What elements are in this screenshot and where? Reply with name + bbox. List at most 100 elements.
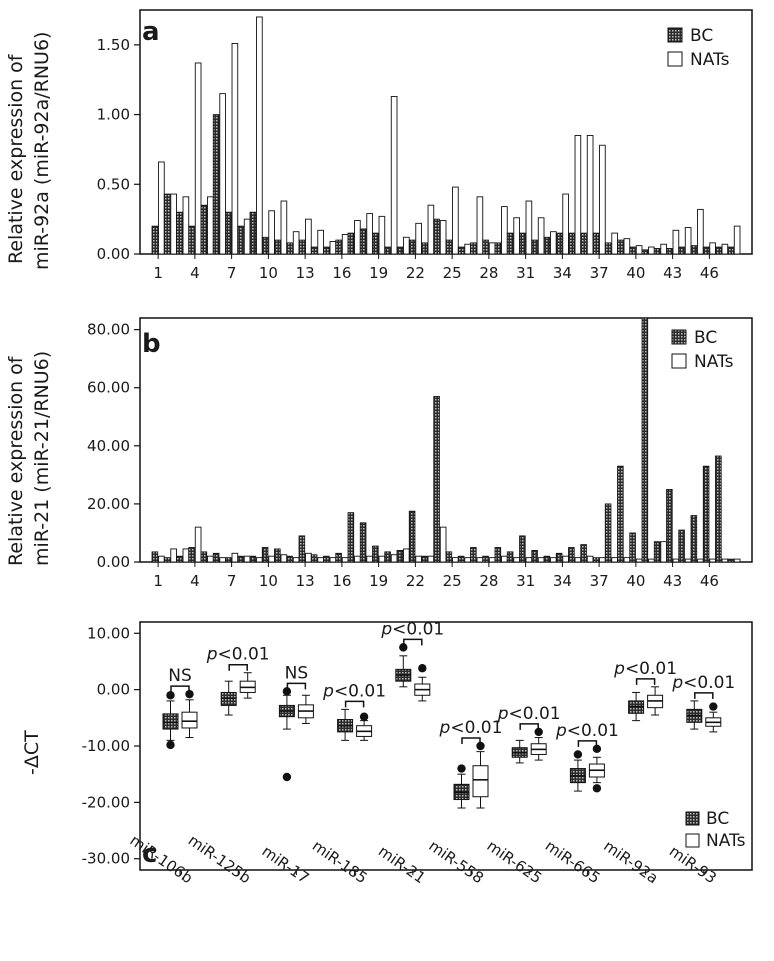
p-value-text: <0.01: [334, 681, 386, 701]
bar-bc: [506, 551, 514, 563]
x-tick-label: 43: [663, 572, 682, 590]
bar-nats: [354, 220, 361, 255]
x-tick-label: 10: [259, 572, 278, 590]
bar-bc: [457, 246, 465, 255]
x-tick-label: 28: [479, 572, 498, 590]
legend-label-nats: NATs: [706, 831, 746, 851]
bar-nats: [292, 231, 300, 255]
bar-nats: [243, 218, 251, 255]
bar-nats: [672, 558, 680, 563]
box-outlier: [573, 750, 583, 759]
bar-nats: [709, 558, 716, 563]
bar-nats: [170, 193, 177, 255]
bar-nats: [390, 554, 398, 563]
legend-label-bc: BC: [694, 328, 717, 348]
bar-bc: [212, 552, 220, 563]
bar-bc: [225, 557, 232, 563]
bar-nats: [488, 557, 496, 563]
legend-label-nats: NATs: [694, 352, 734, 372]
bar-nats: [733, 225, 741, 255]
bar-bc: [702, 246, 710, 255]
y-tick-label: -20.00: [82, 793, 130, 811]
bar-nats: [182, 196, 190, 255]
p-value-label: p<0.01: [322, 681, 386, 701]
p-value-label: NS: [285, 663, 309, 683]
bar-bc: [568, 547, 575, 563]
bar-bc: [506, 232, 514, 255]
bar-nats: [341, 234, 349, 255]
bar-nats: [684, 227, 692, 255]
bar-bc: [372, 232, 379, 255]
panel-b-letter: b: [142, 329, 161, 359]
box-body-bc: [220, 691, 237, 706]
bar-nats: [231, 552, 239, 563]
bar-nats: [280, 200, 288, 255]
significance-bracket: [519, 723, 539, 730]
legend-label-bc: BC: [706, 809, 729, 829]
significance-bracket: [403, 638, 423, 646]
bar-bc: [519, 535, 526, 563]
bar-nats: [648, 246, 655, 255]
x-tick-label: 34: [553, 264, 572, 282]
x-category-label: miR-558: [425, 837, 487, 888]
x-category-label: miR-21: [375, 842, 429, 887]
bar-nats: [586, 555, 594, 563]
bar-nats: [427, 555, 435, 563]
significance-bracket: [577, 740, 598, 747]
p-value-label: p<0.01: [439, 718, 503, 738]
x-tick-label: 10: [259, 264, 278, 282]
panel-a-ylabel-line1: Relative expression of: [5, 53, 27, 264]
x-tick-label: 34: [553, 572, 572, 590]
panel-a-letter: a: [142, 17, 160, 47]
box-outlier: [359, 712, 369, 721]
y-tick-label: 20.00: [87, 495, 130, 513]
x-tick-label: 1: [153, 264, 163, 282]
bar-bc: [653, 248, 661, 255]
x-tick-label: 7: [227, 572, 237, 590]
bar-nats: [635, 245, 643, 255]
bar-nats: [243, 555, 251, 563]
bar-nats: [709, 242, 716, 255]
y-tick-label: 60.00: [87, 379, 130, 397]
bar-nats: [366, 555, 373, 563]
p-value-label: p<0.01: [380, 619, 444, 639]
bar-bc: [421, 555, 428, 563]
bar-bc: [666, 488, 673, 563]
bar-nats: [599, 557, 606, 563]
bar-bc: [445, 551, 453, 563]
x-tick-label: 37: [590, 264, 609, 282]
bar-nats: [158, 161, 165, 255]
x-tick-label: 19: [369, 264, 388, 282]
bar-bc: [678, 529, 685, 563]
bar-bc: [335, 239, 342, 255]
bar-bc: [641, 249, 649, 255]
p-value-prefix: p: [497, 704, 509, 724]
bar-nats: [660, 541, 667, 563]
bar-bc: [592, 557, 600, 563]
bar-nats: [684, 558, 692, 563]
x-tick-label: 40: [626, 264, 645, 282]
bar-bc: [457, 555, 465, 563]
bar-bc: [298, 535, 306, 563]
bar-nats: [305, 218, 312, 255]
bar-nats: [207, 196, 214, 255]
bar-nats: [501, 555, 508, 563]
bar-nats: [525, 557, 533, 563]
p-value-prefix: p: [380, 619, 392, 639]
p-value-text: NS: [168, 666, 192, 686]
bar-nats: [537, 557, 545, 563]
bar-nats: [170, 548, 177, 563]
bar-bc: [237, 555, 244, 563]
bar-nats: [256, 557, 263, 563]
box-body-nats: [181, 711, 198, 729]
box-body-bc: [162, 713, 179, 730]
y-tick-label: 1.50: [97, 36, 130, 54]
y-tick-label: 40.00: [87, 437, 130, 455]
bar-bc: [445, 239, 453, 255]
bar-nats: [427, 204, 435, 255]
x-tick-label: 28: [479, 264, 498, 282]
box-outlier: [185, 689, 194, 699]
bar-bc: [249, 555, 257, 563]
bar-bc: [604, 503, 612, 563]
bar-nats: [439, 526, 447, 563]
